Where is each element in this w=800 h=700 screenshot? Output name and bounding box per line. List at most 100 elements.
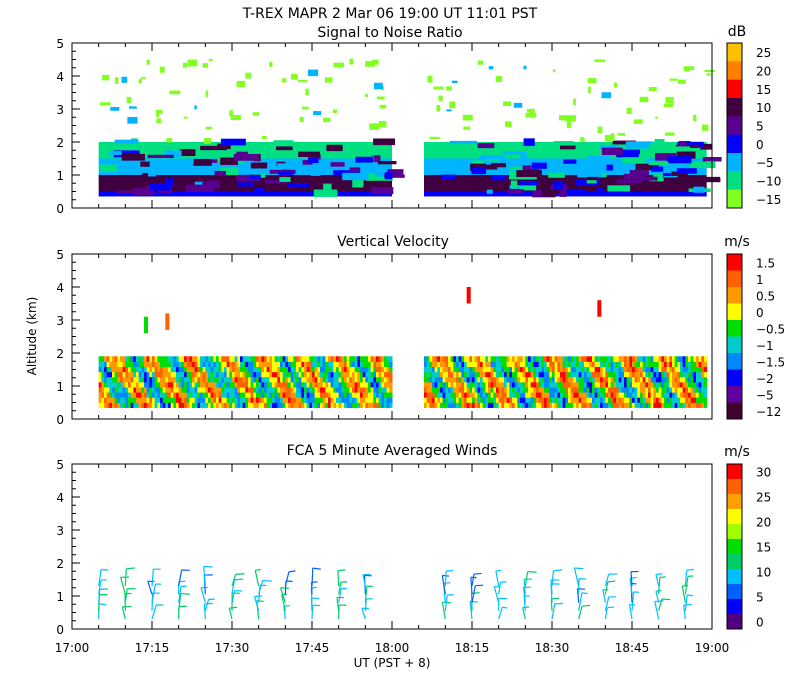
velocity-cell <box>285 397 289 403</box>
velocity-cell <box>544 392 548 398</box>
velocity-cell <box>202 371 206 378</box>
velocity-cell <box>522 397 526 403</box>
velocity-cell <box>541 381 545 388</box>
velocity-cell <box>690 376 694 383</box>
velocity-cell <box>248 366 252 373</box>
velocity-cell <box>317 376 321 383</box>
velocity-cell <box>592 376 596 383</box>
velocity-cell <box>493 371 497 378</box>
velocity-cell <box>328 402 332 408</box>
velocity-cell <box>197 361 201 368</box>
velocity-cell <box>442 356 446 362</box>
snr-cell <box>671 171 688 178</box>
velocity-cell <box>346 366 350 373</box>
velocity-cell <box>352 366 356 373</box>
velocity-cell <box>490 402 494 408</box>
velocity-cell <box>104 402 108 408</box>
wind-barb <box>523 579 526 595</box>
velocity-cell <box>384 356 388 362</box>
wind-barb <box>254 570 260 587</box>
velocity-cell <box>285 356 289 362</box>
velocity-cell <box>464 371 468 378</box>
velocity-cell <box>192 371 196 378</box>
velocity-cell <box>141 386 145 393</box>
velocity-cell <box>672 392 676 398</box>
velocity-cell <box>322 356 326 362</box>
velocity-cell <box>466 361 470 368</box>
snr-speckle <box>208 58 213 62</box>
velocity-cell <box>528 397 532 403</box>
velocity-cell <box>330 397 334 403</box>
y-axis-label: Altitude (km) <box>25 297 39 376</box>
velocity-cell <box>317 371 321 378</box>
velocity-cell <box>122 371 126 378</box>
velocity-cell <box>133 402 137 408</box>
velocity-cell <box>490 397 494 403</box>
velocity-cell <box>386 392 390 398</box>
velocity-cell <box>520 356 524 362</box>
velocity-cell <box>458 386 462 393</box>
wind-barb <box>178 593 182 611</box>
velocity-cell <box>157 356 161 362</box>
snr-cell <box>491 163 507 168</box>
velocity-cell <box>378 366 382 373</box>
snr-cell <box>121 153 145 161</box>
velocity-cell <box>221 381 225 388</box>
velocity-cell <box>600 397 604 403</box>
velocity-cell <box>594 356 598 362</box>
velocity-cell <box>336 371 340 378</box>
velocity-cell <box>488 366 492 373</box>
velocity-cell <box>370 397 374 403</box>
velocity-cell <box>464 381 468 388</box>
velocity-cell <box>330 381 334 388</box>
velocity-cell <box>610 361 614 368</box>
velocity-cell <box>538 397 542 403</box>
velocity-cell <box>464 376 468 383</box>
velocity-cell <box>634 397 638 403</box>
velocity-cell <box>154 392 158 398</box>
velocity-cell <box>634 361 638 368</box>
velocity-cell <box>170 386 174 393</box>
velocity-cell <box>202 366 206 373</box>
velocity-cell <box>282 392 286 398</box>
velocity-cell <box>570 361 574 368</box>
velocity-cell <box>696 392 700 398</box>
velocity-cell <box>298 392 302 398</box>
velocity-cell <box>154 371 158 378</box>
velocity-cell <box>482 402 486 408</box>
velocity-cell <box>357 392 361 398</box>
snr-cell <box>359 163 387 171</box>
velocity-cell <box>256 397 260 403</box>
velocity-cell <box>656 361 660 368</box>
velocity-cell <box>581 376 585 383</box>
snr-speckle <box>305 88 309 96</box>
snr-speckle <box>252 112 260 116</box>
velocity-cell <box>333 371 337 378</box>
velocity-cell <box>565 392 569 398</box>
velocity-cell <box>677 381 681 388</box>
velocity-cell <box>512 392 516 398</box>
velocity-cell <box>314 386 318 393</box>
velocity-cell <box>477 381 481 388</box>
snr-speckle <box>373 82 383 90</box>
wind-barb <box>364 586 368 603</box>
velocity-cell <box>381 397 385 403</box>
velocity-cell <box>474 361 478 368</box>
velocity-cell <box>138 376 142 383</box>
velocity-cell <box>424 361 428 368</box>
velocity-cell <box>474 376 478 383</box>
velocity-cell <box>501 361 505 368</box>
velocity-cell <box>538 376 542 383</box>
velocity-cell <box>146 361 150 368</box>
velocity-cell <box>98 397 102 403</box>
velocity-cell <box>152 361 156 368</box>
velocity-cell <box>325 386 329 393</box>
velocity-cell <box>589 386 593 393</box>
velocity-cell <box>640 361 644 368</box>
velocity-cell <box>154 366 158 373</box>
velocity-cell <box>298 361 302 368</box>
velocity-cell <box>472 381 476 388</box>
velocity-cell <box>317 381 321 388</box>
velocity-cell <box>426 356 430 362</box>
velocity-cell <box>186 397 190 403</box>
